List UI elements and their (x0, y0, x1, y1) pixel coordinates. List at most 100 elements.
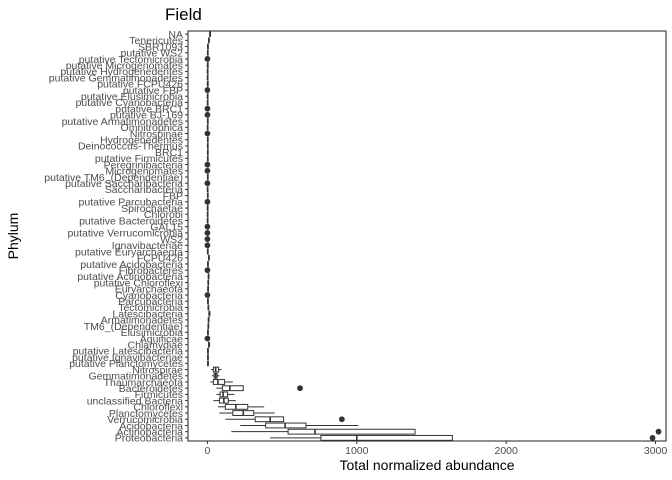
outlier-point (204, 198, 211, 205)
box-46 (207, 316, 210, 323)
y-tick-label: putative Planctomycetes (69, 358, 183, 370)
chart-title: Field (165, 5, 202, 24)
outlier-point (204, 130, 211, 137)
box-19 (206, 149, 209, 156)
box-26 (206, 192, 209, 199)
y-tick-label: putative FCPU426 (97, 79, 183, 91)
box-34 (204, 242, 211, 249)
box-body (320, 434, 453, 441)
y-tick-label: Spirochaetae (121, 203, 183, 215)
y-tick-label: Deinococcus-Thermus (78, 141, 183, 153)
y-tick-label: Proteobacteria (115, 433, 183, 445)
box-1 (208, 37, 210, 44)
box-9 (204, 87, 211, 93)
y-tick-label: TM6_(Dependentiae) (84, 321, 183, 333)
x-tick-label: 3000 (644, 445, 668, 457)
box-17 (206, 136, 209, 143)
y-tick-label: BRC1 (155, 147, 183, 159)
y-tick-label: putative Parcubacteria (79, 197, 184, 209)
outlier-point (204, 111, 211, 118)
y-tick-label: Gemmatimonadetes (88, 371, 183, 383)
y-tick-label: Hydrogenedentes (100, 135, 183, 147)
box-32 (204, 229, 211, 236)
y-tick-label: Chloroflexi (133, 402, 183, 414)
y-tick-label: Acidobacteria (119, 420, 183, 432)
box-body (221, 385, 244, 392)
box-37 (207, 261, 209, 267)
box-41 (207, 285, 209, 292)
y-tick-label: Planctomycetes (109, 408, 183, 420)
outlier-point (204, 180, 211, 187)
box-18 (206, 143, 209, 149)
box-0 (209, 31, 212, 38)
outlier-point (204, 242, 211, 249)
box-22 (204, 167, 211, 174)
outlier-point (204, 267, 211, 274)
y-tick-label: putative Microgenomates (66, 60, 183, 72)
box-15 (206, 124, 209, 131)
box-13 (204, 111, 211, 118)
y-tick-label: putative Hydrogenedentes (60, 66, 183, 78)
y-tick-label: Firmicutes (135, 389, 183, 401)
outlier-point (204, 335, 211, 342)
outlier-point (204, 229, 211, 236)
y-tick-label: FBP (163, 190, 183, 202)
outlier-point (204, 223, 211, 230)
box-30 (206, 217, 209, 224)
y-tick-label: putative Bacteroidetes (79, 215, 183, 227)
box-58 (216, 391, 235, 398)
y-tick-label: Latescibacteria (112, 308, 183, 320)
y-tick-label: putative Acidobacteria (80, 259, 183, 271)
y-tick-label: Omnitrophica (121, 122, 184, 134)
y-tick-label: Ignavibacteriae (112, 240, 183, 252)
y-tick-label: Chlorobi (144, 209, 183, 221)
box-27 (204, 198, 211, 205)
y-tick-label: Armatimonadetes (101, 315, 183, 327)
box-23 (206, 174, 209, 180)
y-tick-label: Parcubacteria (118, 296, 183, 308)
box-52 (207, 354, 209, 361)
y-tick-label: Tectomicrobia (118, 302, 183, 314)
y-tick-label: putative Armatimonadetes (62, 116, 183, 128)
box-8 (206, 80, 209, 87)
y-tick-label: putative Cyanobacteria (76, 97, 184, 109)
box-38 (204, 267, 211, 274)
y-tick-label: putative Gemmatimonadetes (49, 72, 183, 84)
y-tick-label: putative WS2 (121, 48, 184, 60)
outlier-point (204, 87, 211, 93)
box-43 (207, 298, 209, 305)
box-5 (206, 62, 209, 69)
y-tick-label: putative Verrucomicrobia (67, 228, 183, 240)
y-tick-label: Actinobacteria (116, 426, 183, 438)
outlier-point (204, 56, 211, 62)
outlier-point (204, 161, 211, 168)
box-24 (204, 180, 211, 187)
y-axis-title: Phylum (5, 213, 21, 260)
box-20 (206, 155, 209, 162)
y-tick-label: WS2 (160, 234, 183, 246)
y-tick-label: NA (168, 29, 183, 41)
y-tick-label: Bacteroidetes (119, 383, 183, 395)
y-tick-label: Nitrospinae (130, 128, 183, 140)
y-tick-label: Aquificae (140, 333, 183, 345)
y-tick-label: FCPU426 (137, 253, 183, 265)
x-tick-label: 1000 (345, 445, 369, 457)
box-39 (207, 273, 210, 280)
y-tick-label: Cyanobacteria (115, 290, 183, 302)
y-tick-label: Saccharibacteria (105, 184, 183, 196)
box-63 (240, 422, 359, 429)
box-12 (204, 105, 211, 112)
y-tick-label: SBR1093 (138, 41, 183, 53)
y-tick-label: putative BRC1 (115, 103, 183, 115)
box-47 (207, 323, 210, 329)
y-tick-label: Microgenomates (105, 166, 183, 178)
box-65 (270, 434, 656, 441)
y-tick-label: putative Euryarchaeota (75, 246, 183, 258)
y-tick-label: unclassified Bacteria (87, 395, 183, 407)
y-tick-label: Nitrospirae (132, 364, 183, 376)
box-53 (207, 360, 209, 367)
outlier-point (338, 416, 345, 423)
outlier-point (655, 428, 662, 435)
plot-panel (187, 30, 667, 442)
